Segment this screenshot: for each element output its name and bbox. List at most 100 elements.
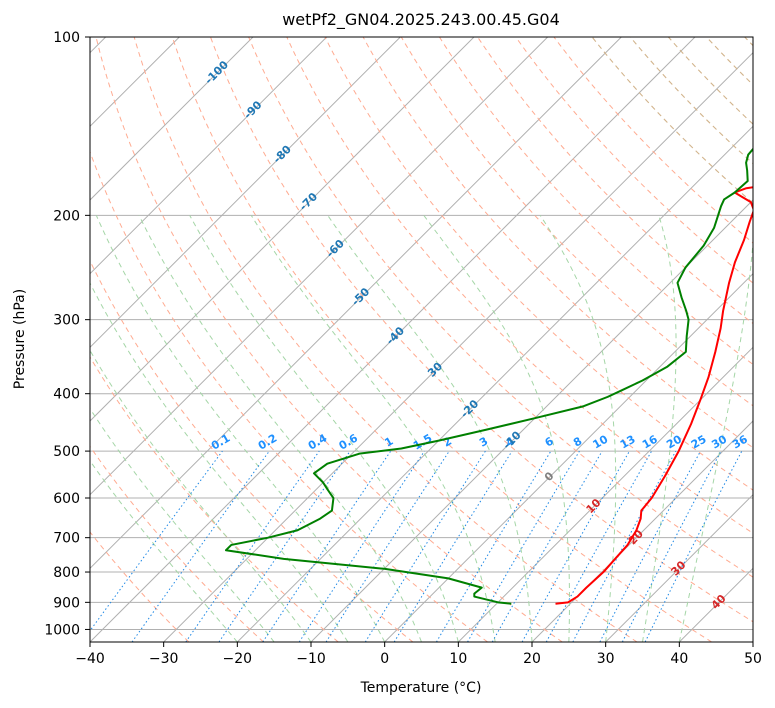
moist-adiabat-m10	[90, 349, 312, 642]
mixing-ratio-line-1	[262, 450, 392, 642]
x-tick-label-10: 10	[449, 651, 467, 667]
isotherm-line-m50	[90, 37, 622, 570]
dry-adiabat-0	[90, 259, 414, 642]
isotherm-line-m10	[310, 199, 753, 642]
dry-adiabat-80	[324, 37, 753, 491]
mixing-ratio-label-36: 36	[730, 432, 750, 451]
mixing-ratio-line-13	[521, 450, 630, 642]
dry-adiabat-140	[553, 37, 753, 244]
x-tick-label-20: 20	[523, 651, 541, 667]
isotherm-line-20	[531, 420, 753, 642]
x-axis-label: Temperature (°C)	[360, 680, 482, 696]
moist-adiabat-10	[189, 215, 459, 642]
x-tick-label-30: 30	[597, 651, 615, 667]
isotherm-line-30	[605, 493, 753, 642]
y-tick-label-600: 600	[53, 491, 80, 507]
moist-adiabat-m15	[90, 407, 275, 642]
plot-frame	[89, 36, 754, 643]
mixing-ratio-line-0_6	[218, 450, 351, 642]
mixing-ratio-line-6	[435, 450, 552, 642]
mixing-ratio-label-0_2: 0.2	[256, 432, 279, 453]
mixing-ratio-label-0_1: 0.1	[209, 432, 232, 453]
mixing-ratio-label-8: 8	[571, 435, 584, 450]
x-tick-label-40: 40	[670, 651, 688, 667]
mixing-ratio-line-20	[572, 450, 677, 642]
mixing-ratio-line-0_2	[131, 450, 270, 642]
y-axis-label: Pressure (hPa)	[12, 289, 28, 389]
axes: −40 −30 −20 −10 0 10 20 30 40 5010020030040050060…	[44, 30, 762, 667]
x-tick-label-50: 50	[744, 651, 762, 667]
dry-adiabat-20	[95, 37, 563, 642]
dry-adiabat-30	[133, 37, 638, 642]
y-tick-label-300: 300	[53, 313, 80, 329]
dry-adiabat-m30	[90, 531, 190, 642]
dry-adiabat-90	[362, 37, 753, 449]
isotherm-line-m40	[90, 37, 696, 642]
dry-adiabat-50	[210, 37, 753, 623]
mixing-ratio-line-1_5	[298, 450, 425, 642]
mixing-ratio-label-6: 6	[543, 434, 556, 449]
moist-adiabat-0	[95, 215, 386, 642]
dry-adiabat-130	[515, 37, 753, 284]
moist-adiabat-20	[327, 215, 533, 642]
mixing-ratio-line-0_4	[185, 450, 320, 642]
dry-adiabat-10	[90, 150, 488, 642]
dry-adiabat-170	[667, 37, 753, 125]
y-tick-label-900: 900	[53, 595, 80, 611]
moist-adiabat-30	[539, 215, 617, 642]
moist-adiabat-m20	[90, 460, 238, 642]
mixing-ratio-line-4	[393, 450, 513, 642]
x-tick-label-0: 0	[380, 651, 389, 667]
isotherm-line-m70	[90, 37, 475, 422]
x-tick-label-m20: −20	[223, 651, 253, 667]
y-tick-label-100: 100	[53, 30, 80, 46]
x-tick-label-m30: −30	[149, 651, 179, 667]
moist-adiabat-15	[250, 215, 496, 642]
mixing-ratio-line-2	[325, 450, 450, 642]
isotherm-line-m100	[90, 37, 254, 201]
mixing-ratio-line-3	[364, 450, 486, 642]
mixing-ratio-line-36	[644, 450, 743, 642]
mixing-ratio-line-8	[467, 450, 580, 642]
dry-adiabat-m20	[90, 445, 264, 642]
dry-adiabat-150	[591, 37, 753, 204]
mixing-ratio-label-25: 25	[689, 433, 709, 452]
moist-adiabat-5	[138, 215, 422, 642]
chart-title: wetPf2_GN04.2025.243.00.45.G04	[282, 10, 560, 30]
dry-adiabat-60	[248, 37, 753, 578]
dry-adiabat-190	[744, 37, 753, 47]
dry-adiabat-100	[400, 37, 753, 407]
dewpoint-profile	[224, 147, 753, 605]
y-tick-label-1000: 1000	[44, 622, 80, 638]
y-tick-label-400: 400	[53, 387, 80, 403]
isotherm-line-m20	[236, 125, 753, 642]
isotherm-line-0	[384, 272, 753, 642]
isotherm-line-m80	[90, 37, 401, 349]
dry-adiabat-120	[477, 37, 753, 325]
mixing-ratio-label-10: 10	[591, 432, 611, 451]
mixing-ratio-line-16	[545, 450, 653, 642]
y-tick-label-500: 500	[53, 444, 80, 460]
isotherm-line-40	[678, 567, 753, 642]
isotherm-line-m30	[163, 51, 753, 642]
x-tick-label-m10: −10	[296, 651, 326, 667]
y-tick-label-800: 800	[53, 565, 80, 581]
mixing-ratio-label-20: 20	[664, 432, 684, 451]
mixing-ratio-label-0_4: 0.4	[306, 431, 330, 452]
dry-adiabat-70	[286, 37, 753, 534]
moist-adiabat-m5	[90, 282, 349, 642]
temperature-profile	[555, 186, 753, 605]
dry-adiabat-m10	[90, 356, 339, 642]
isotherm-line-m90	[90, 37, 328, 275]
moist-adiabat-25	[423, 215, 570, 642]
isotherm-line-10	[457, 346, 753, 642]
isotherm-line-50	[752, 641, 753, 642]
x-tick-label-m40: −40	[75, 651, 105, 667]
moist-adiabat-40	[678, 236, 753, 642]
y-tick-label-200: 200	[53, 208, 80, 224]
plot-area: 0.1 0.2 0.4 0.6 1 1.5 2 3 4 6 8 10 13 16 20 25 30 36-100-…	[90, 37, 753, 642]
mixing-ratio-label-16: 16	[640, 432, 660, 451]
isotherm-line-m60	[90, 37, 549, 496]
mixing-ratio-line-0_1	[90, 450, 223, 632]
